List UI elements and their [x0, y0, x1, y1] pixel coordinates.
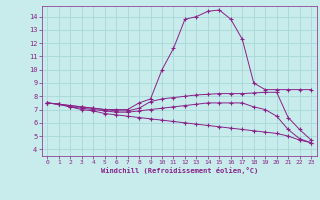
X-axis label: Windchill (Refroidissement éolien,°C): Windchill (Refroidissement éolien,°C): [100, 167, 258, 174]
